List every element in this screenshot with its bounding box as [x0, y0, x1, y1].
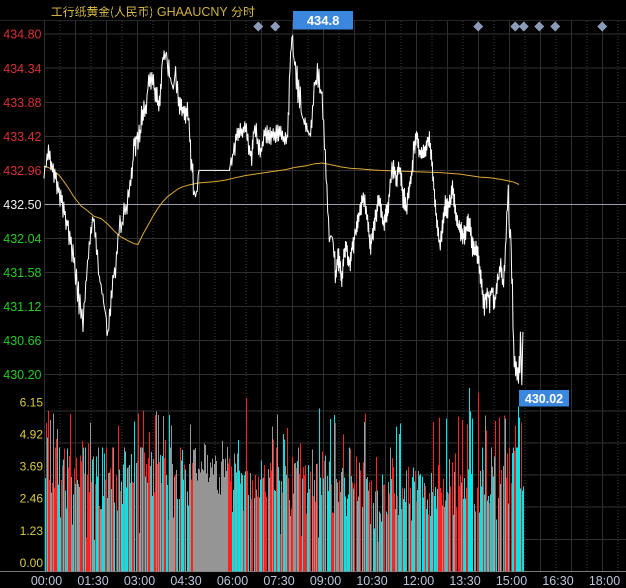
svg-text:431.12: 431.12 — [3, 300, 41, 314]
svg-text:18:00: 18:00 — [589, 574, 620, 588]
svg-text:430.66: 430.66 — [3, 334, 41, 348]
svg-text:3.69: 3.69 — [20, 460, 44, 474]
svg-text:07:30: 07:30 — [263, 574, 294, 588]
svg-text:432.96: 432.96 — [3, 164, 41, 178]
svg-text:6.15: 6.15 — [20, 395, 44, 409]
svg-text:0.00: 0.00 — [20, 556, 44, 570]
svg-text:432.50: 432.50 — [3, 198, 41, 212]
svg-text:00:00: 00:00 — [31, 574, 62, 588]
svg-text:03:00: 03:00 — [124, 574, 155, 588]
svg-text:2.46: 2.46 — [20, 492, 44, 506]
svg-text:10:30: 10:30 — [356, 574, 387, 588]
svg-text:430.20: 430.20 — [3, 368, 41, 382]
svg-text:12:00: 12:00 — [403, 574, 434, 588]
svg-text:04:30: 04:30 — [170, 574, 201, 588]
svg-text:434.34: 434.34 — [3, 62, 41, 76]
svg-text:09:00: 09:00 — [310, 574, 341, 588]
svg-text:16:30: 16:30 — [542, 574, 573, 588]
svg-text:13:30: 13:30 — [449, 574, 480, 588]
svg-text:433.42: 433.42 — [3, 130, 41, 144]
svg-text:430.02: 430.02 — [525, 392, 563, 406]
svg-text:434.8: 434.8 — [307, 13, 340, 28]
svg-text:1.23: 1.23 — [20, 524, 44, 538]
svg-text:06:00: 06:00 — [217, 574, 248, 588]
svg-text:434.80: 434.80 — [3, 28, 41, 42]
svg-text:4.92: 4.92 — [20, 428, 44, 442]
svg-text:432.04: 432.04 — [3, 232, 41, 246]
svg-text:GHAAUCNY: GHAAUCNY — [157, 5, 229, 19]
svg-text:15:00: 15:00 — [496, 574, 527, 588]
svg-text:433.88: 433.88 — [3, 96, 41, 110]
svg-text:431.58: 431.58 — [3, 266, 41, 280]
svg-text:01:30: 01:30 — [77, 574, 108, 588]
